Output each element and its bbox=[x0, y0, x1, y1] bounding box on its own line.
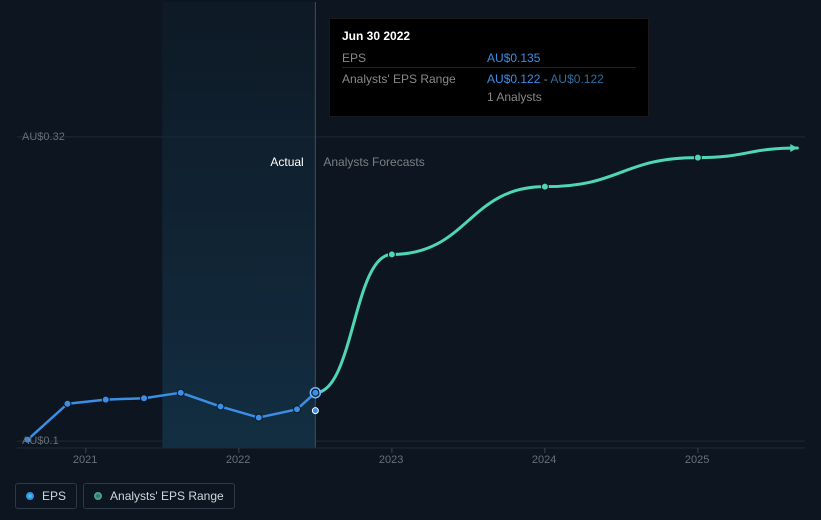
x-tick-2023: 2023 bbox=[379, 454, 403, 466]
chart-tooltip: Jun 30 2022 EPS AU$0.135 Analysts' EPS R… bbox=[329, 18, 649, 117]
x-tick-2021: 2021 bbox=[73, 454, 97, 466]
legend-swatch-eps-icon bbox=[26, 492, 34, 500]
tooltip-row-label-eps: EPS bbox=[342, 49, 487, 68]
split-label-forecast: Analysts Forecasts bbox=[323, 155, 424, 169]
tooltip-date: Jun 30 2022 bbox=[342, 29, 636, 43]
x-tick-2025: 2025 bbox=[685, 454, 709, 466]
legend-label-eps: EPS bbox=[42, 489, 66, 503]
x-tick-2024: 2024 bbox=[532, 454, 556, 466]
y-tick-label-lower: AU$0.1 bbox=[22, 435, 59, 447]
tooltip-row-value-eps: AU$0.135 bbox=[487, 49, 636, 68]
legend-label-range: Analysts' EPS Range bbox=[110, 489, 224, 503]
split-label-actual: Actual bbox=[270, 155, 303, 169]
y-tick-label-upper: AU$0.32 bbox=[22, 131, 65, 143]
legend-item-range[interactable]: Analysts' EPS Range bbox=[83, 483, 235, 509]
tooltip-sub-note: 1 Analysts bbox=[487, 88, 636, 106]
chart-legend: EPS Analysts' EPS Range bbox=[15, 483, 235, 509]
legend-swatch-range-icon bbox=[94, 492, 102, 500]
tooltip-row-value-range: AU$0.122 - AU$0.122 bbox=[487, 68, 636, 89]
eps-chart: AU$0.32 AU$0.1 Actual Analysts Forecasts… bbox=[0, 0, 821, 520]
legend-item-eps[interactable]: EPS bbox=[15, 483, 77, 509]
tooltip-row-label-range: Analysts' EPS Range bbox=[342, 68, 487, 89]
x-tick-2022: 2022 bbox=[226, 454, 250, 466]
